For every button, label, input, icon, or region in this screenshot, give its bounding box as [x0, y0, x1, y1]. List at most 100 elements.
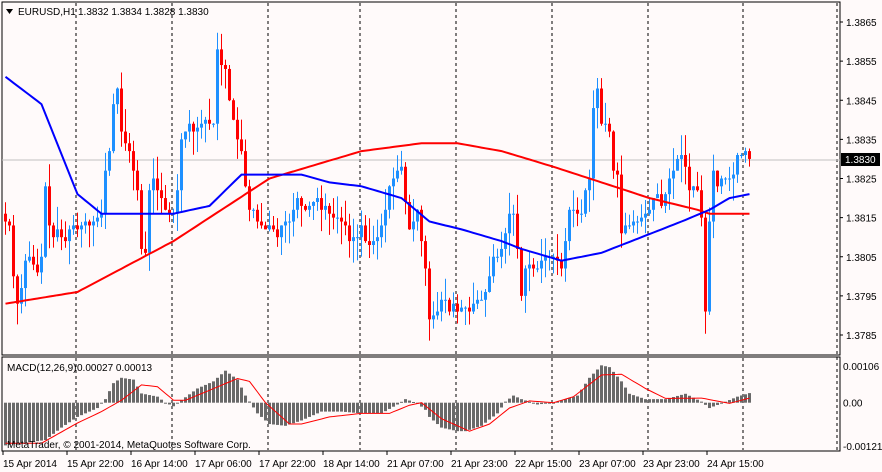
candle-body: [744, 151, 747, 156]
candle: [308, 201, 311, 217]
ma-slow-line: [5, 142, 750, 305]
macd-histogram: [4, 365, 751, 446]
candle-body: [432, 315, 435, 320]
candle: [656, 183, 659, 199]
price-tick-label: 1.3865: [846, 18, 877, 29]
macd-bar: [348, 402, 351, 413]
candle: [600, 78, 603, 126]
candle-body: [520, 248, 523, 296]
macd-bar: [524, 400, 527, 403]
macd-bar: [172, 402, 175, 407]
price-tick-label: 1.3805: [846, 253, 877, 264]
candle: [280, 225, 283, 255]
macd-bar: [460, 402, 463, 432]
candle: [56, 206, 59, 242]
candle-body: [64, 237, 67, 242]
candle: [732, 162, 735, 201]
candle-body: [564, 241, 567, 269]
macd-bar: [640, 397, 643, 403]
candle-body: [296, 198, 299, 210]
candle-body: [668, 178, 671, 195]
candles: [4, 32, 751, 341]
candle-body: [4, 213, 7, 222]
candle-body: [448, 299, 451, 312]
candle: [736, 152, 739, 183]
candle: [260, 202, 263, 229]
candle-body: [640, 217, 643, 222]
macd-bar: [688, 395, 691, 403]
candle: [352, 218, 355, 263]
candle-body: [232, 100, 235, 120]
candle: [72, 214, 75, 235]
candle: [216, 32, 219, 141]
symbol-label: EURUSD,H1: [18, 7, 76, 18]
candle: [580, 199, 583, 223]
candle: [676, 155, 679, 171]
candle: [464, 306, 467, 326]
candle-body: [440, 299, 443, 312]
macd-bar: [716, 402, 719, 405]
candle-body: [648, 209, 651, 214]
macd-bar: [84, 402, 87, 414]
macd-bar: [708, 402, 711, 409]
time-tick-label: 15 Apr 2014: [3, 459, 57, 470]
candle-body: [392, 178, 395, 187]
macd-bar: [160, 399, 163, 403]
candle-body: [76, 225, 79, 230]
candle-body: [528, 264, 531, 269]
candle-body: [52, 225, 55, 238]
candle: [648, 198, 651, 216]
candle: [476, 290, 479, 309]
candle-body: [208, 119, 211, 124]
candle-body: [748, 151, 751, 159]
macd-bar: [644, 399, 647, 403]
macd-bar: [52, 402, 55, 434]
macd-bar: [436, 402, 439, 425]
candle-body: [244, 151, 247, 187]
triangle-down-icon[interactable]: [6, 9, 13, 14]
macd-bar: [44, 402, 47, 441]
macd-bar: [224, 370, 227, 403]
candle: [36, 248, 39, 277]
candle-body: [324, 205, 327, 210]
candle: [408, 194, 411, 230]
candle: [220, 33, 223, 86]
candle-body: [8, 221, 11, 226]
candle: [24, 253, 27, 307]
candle: [684, 135, 687, 185]
macd-bar: [472, 402, 475, 429]
macd-bar: [56, 402, 59, 431]
candle: [696, 171, 699, 192]
candle-body: [624, 225, 627, 234]
candle: [176, 174, 179, 232]
candle-body: [452, 303, 455, 312]
candle-body: [592, 108, 595, 179]
candle-body: [72, 225, 75, 230]
candle: [392, 167, 395, 210]
candle: [404, 162, 407, 215]
macd-bar: [604, 366, 607, 403]
candle: [52, 222, 55, 248]
candle-body: [560, 260, 563, 269]
time-tick-label: 15 Apr 22:00: [67, 459, 124, 470]
candle-body: [116, 88, 119, 105]
price-tick-label: 1.3815: [846, 214, 877, 225]
macd-bar: [700, 401, 703, 403]
candle: [68, 225, 71, 265]
candle: [300, 196, 303, 227]
time-tick-label: 16 Apr 14:00: [131, 459, 188, 470]
current-price-label: 1.3830: [845, 155, 876, 166]
macd-bar: [376, 402, 379, 414]
macd-bar: [36, 402, 39, 442]
candle: [572, 190, 575, 228]
candle-body: [372, 241, 375, 246]
time-tick-label: 21 Apr 07:00: [387, 459, 444, 470]
candle-body: [484, 291, 487, 300]
candle-body: [568, 209, 571, 242]
candle: [104, 152, 107, 230]
macd-bar: [572, 396, 575, 403]
candle-body: [252, 209, 255, 211]
candle: [152, 158, 155, 213]
macd-bar: [600, 365, 603, 403]
